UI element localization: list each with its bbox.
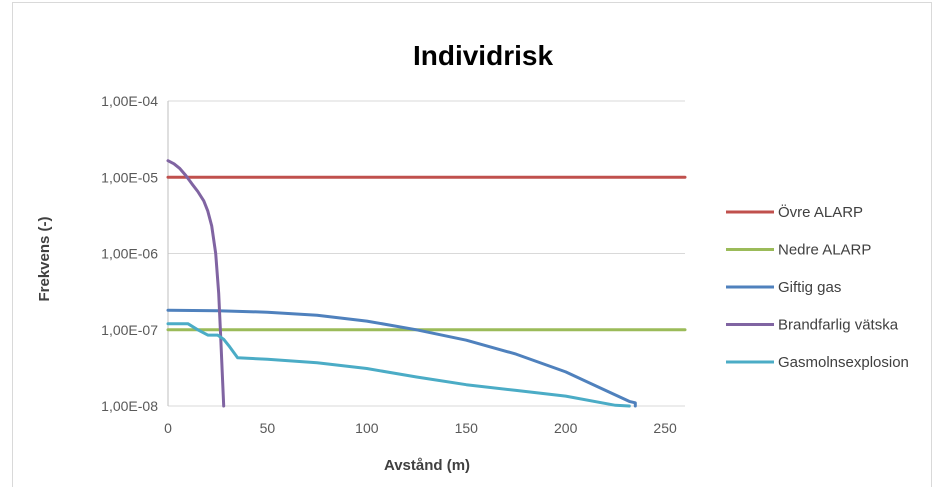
legend-label: Övre ALARP [778, 203, 863, 221]
y-tick-label: 1,00E-04 [101, 93, 158, 109]
legend-item: Övre ALARP [726, 203, 863, 221]
legend-label: Brandfarlig vätska [778, 317, 899, 334]
chart-title: Individrisk [413, 40, 553, 71]
y-tick-labels: 1,00E-08 1,00E-07 1,00E-06 1,00E-05 1,00E-04 [101, 93, 158, 414]
y-tick-label: 1,00E-05 [101, 169, 158, 185]
series-lines [166, 159, 687, 408]
legend-label: Gasmolnsexplosion [778, 354, 909, 371]
legend-item: Giftig gas [726, 279, 841, 296]
x-tick-label: 250 [653, 420, 677, 436]
series-line-brandfarlig-v-tska [166, 159, 226, 408]
legend: Övre ALARP Nedre ALARP Giftig gas Brandfarl… [726, 203, 909, 371]
series-line-giftig-gas [166, 308, 637, 408]
gridlines [168, 100, 685, 407]
y-tick-label: 1,00E-08 [101, 398, 158, 414]
legend-label: Giftig gas [778, 279, 841, 296]
x-axis-title: Avstånd (m) [384, 457, 470, 474]
x-tick-labels: 0 50 100 150 200 250 [164, 420, 677, 436]
y-axis-title: Frekvens (-) [36, 216, 53, 301]
chart-frame: Individrisk 1,00E-08 1,00E-07 1,00E-06 1,00… [12, 2, 932, 487]
x-tick-label: 50 [260, 420, 276, 436]
x-tick-label: 200 [554, 420, 578, 436]
legend-item: Gasmolnsexplosion [726, 354, 909, 371]
y-tick-label: 1,00E-06 [101, 246, 158, 262]
y-tick-label: 1,00E-07 [101, 322, 158, 338]
x-tick-label: 100 [355, 420, 379, 436]
legend-item: Nedre ALARP [726, 242, 871, 259]
series-line-gasmolnsexplosion [166, 322, 631, 408]
x-tick-label: 0 [164, 420, 172, 436]
legend-item: Brandfarlig vätska [726, 317, 899, 334]
line-chart: Individrisk 1,00E-081,00E-071,00E-061,00… [36, 40, 909, 474]
x-tick-label: 150 [455, 420, 479, 436]
legend-label: Nedre ALARP [778, 242, 871, 259]
